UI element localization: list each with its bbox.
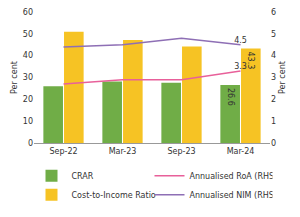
svg-text:Cost-to-Income Ratio: Cost-to-Income Ratio <box>72 191 156 200</box>
svg-text:4.5: 4.5 <box>234 36 247 45</box>
svg-text:5: 5 <box>271 30 276 39</box>
svg-text:60: 60 <box>23 8 33 17</box>
svg-text:Per cent: Per cent <box>278 61 287 94</box>
svg-text:6: 6 <box>271 8 276 17</box>
svg-text:Mar-24: Mar-24 <box>227 147 255 156</box>
svg-text:0: 0 <box>28 139 33 148</box>
svg-text:30: 30 <box>23 73 33 82</box>
svg-text:20: 20 <box>23 95 33 104</box>
svg-text:Annualised NIM (RHS): Annualised NIM (RHS) <box>190 191 273 200</box>
svg-text:Per cent: Per cent <box>10 61 19 94</box>
svg-text:3: 3 <box>271 73 276 82</box>
svg-text:50: 50 <box>23 30 33 39</box>
svg-text:43.3: 43.3 <box>246 51 255 69</box>
svg-text:Sep-22: Sep-22 <box>49 147 77 156</box>
svg-text:Mar-23: Mar-23 <box>109 147 137 156</box>
svg-text:0: 0 <box>271 139 276 148</box>
svg-text:1: 1 <box>271 117 276 126</box>
svg-text:10: 10 <box>23 117 33 126</box>
svg-text:26.6: 26.6 <box>226 88 235 106</box>
svg-text:Annualised RoA (RHS): Annualised RoA (RHS) <box>190 172 273 181</box>
svg-text:2: 2 <box>271 95 276 104</box>
svg-text:40: 40 <box>23 51 33 60</box>
svg-text:3.3: 3.3 <box>234 62 247 71</box>
svg-text:Sep-23: Sep-23 <box>167 147 195 156</box>
svg-text:CRAR: CRAR <box>72 172 94 181</box>
svg-text:4: 4 <box>271 51 276 60</box>
